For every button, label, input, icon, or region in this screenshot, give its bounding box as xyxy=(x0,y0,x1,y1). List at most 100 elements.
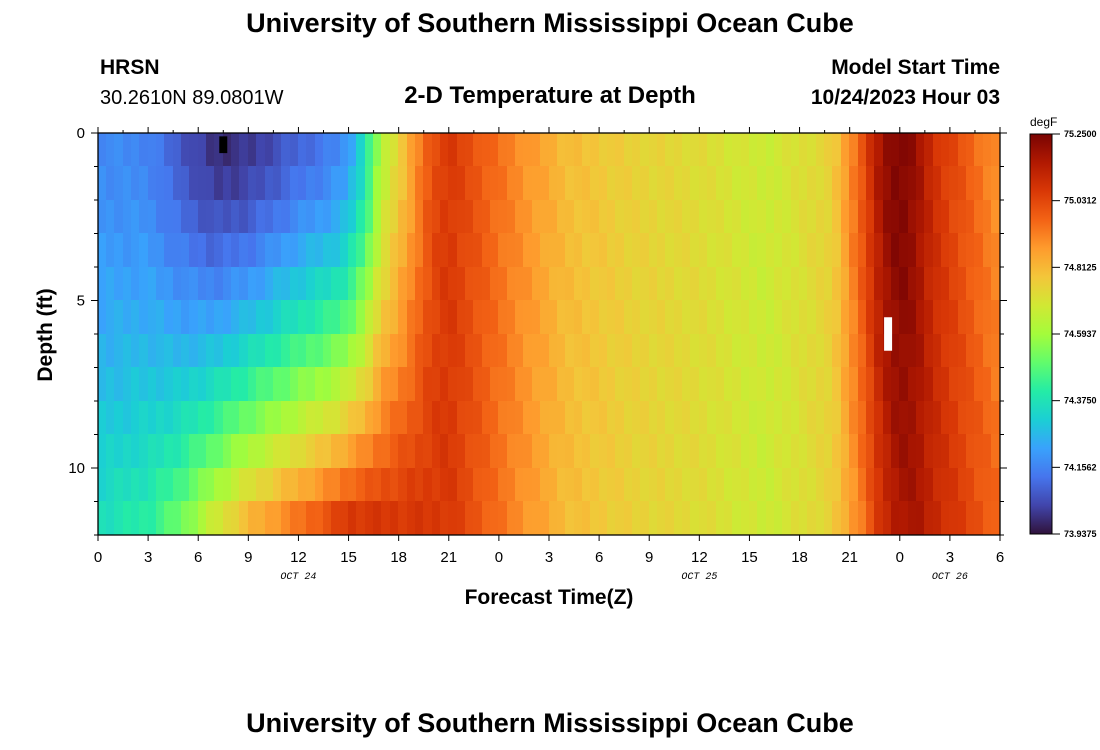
heatmap-cell xyxy=(858,233,868,268)
heatmap-cell xyxy=(507,367,517,402)
heatmap-cell xyxy=(883,401,893,436)
heatmap-cell xyxy=(557,334,567,369)
heatmap-cell xyxy=(582,166,592,201)
heatmap-cell xyxy=(649,200,659,235)
heatmap-cell xyxy=(807,133,818,168)
heatmap-cell xyxy=(690,166,701,201)
heatmap-cell xyxy=(716,233,726,268)
heatmap-cell xyxy=(139,468,150,503)
heatmap-cell xyxy=(164,468,175,503)
heatmap-cell xyxy=(941,267,951,302)
heatmap-cell xyxy=(724,267,734,302)
heatmap-cell xyxy=(766,501,776,536)
heatmap-cell xyxy=(465,367,475,402)
heatmap-cell xyxy=(290,267,300,302)
heatmap-cell xyxy=(849,501,860,536)
heatmap-cell xyxy=(766,200,776,235)
heatmap-cell xyxy=(791,200,801,235)
heatmap-cell xyxy=(557,468,567,503)
heatmap-cell xyxy=(298,166,308,201)
heatmap-cell xyxy=(214,468,225,503)
heatmap-cell xyxy=(841,334,851,369)
heatmap-cell xyxy=(682,267,692,302)
heatmap-cell xyxy=(657,434,667,469)
heatmap-cell xyxy=(757,334,768,369)
heatmap-cell xyxy=(749,133,759,168)
heatmap-cell xyxy=(916,468,926,503)
heatmap-cell xyxy=(749,468,759,503)
heatmap-cell xyxy=(966,334,976,369)
heatmap-cell xyxy=(532,133,542,168)
heatmap-cell xyxy=(365,367,375,402)
heatmap-cell xyxy=(448,133,459,168)
heatmap-cell xyxy=(315,300,325,335)
heatmap-cell xyxy=(849,434,860,469)
heatmap-cell xyxy=(181,233,191,268)
heatmap-cell xyxy=(841,166,851,201)
heatmap-cell xyxy=(315,334,325,369)
heatmap-cell xyxy=(632,267,642,302)
heatmap-cell xyxy=(189,233,200,268)
heatmap-cell xyxy=(624,133,634,168)
heatmap-cell xyxy=(223,434,233,469)
heatmap-cell xyxy=(549,200,559,235)
heatmap-cell xyxy=(841,300,851,335)
heatmap-cell xyxy=(899,401,910,436)
heatmap-cell xyxy=(315,166,325,201)
heatmap-cell xyxy=(757,401,768,436)
heatmap-cell xyxy=(574,300,584,335)
heatmap-cell xyxy=(582,133,592,168)
page-title: University of Southern Mississippi Ocean… xyxy=(246,8,854,38)
heatmap-cell xyxy=(440,501,450,536)
heatmap-cell xyxy=(624,267,634,302)
heatmap-cell xyxy=(106,401,116,436)
heatmap-cell xyxy=(331,133,342,168)
heatmap-cell xyxy=(891,468,901,503)
heatmap-cell xyxy=(933,334,943,369)
heatmap-cell xyxy=(841,401,851,436)
heatmap-cell xyxy=(824,367,834,402)
heatmap-cell xyxy=(214,200,225,235)
heatmap-cell xyxy=(615,267,626,302)
heatmap-cell xyxy=(181,267,191,302)
heatmap-cell xyxy=(239,133,250,168)
heatmap-cell xyxy=(181,468,191,503)
heatmap-cell xyxy=(356,133,367,168)
heatmap-cell xyxy=(690,233,701,268)
heatmap-cell xyxy=(632,434,642,469)
heatmap-cell xyxy=(615,334,626,369)
heatmap-cell xyxy=(139,334,150,369)
heatmap-cell xyxy=(582,468,592,503)
heatmap-cell xyxy=(131,434,141,469)
heatmap-cell xyxy=(340,200,350,235)
heatmap-cell xyxy=(381,434,392,469)
heatmap-cell xyxy=(590,233,601,268)
heatmap-cell xyxy=(515,501,525,536)
heatmap-cell xyxy=(682,233,692,268)
heatmap-cell xyxy=(574,267,584,302)
heatmap-cell xyxy=(515,200,525,235)
heatmap-cell xyxy=(256,401,267,436)
heatmap-cell xyxy=(473,233,484,268)
heatmap-cell xyxy=(156,166,166,201)
heatmap-cell xyxy=(448,367,459,402)
heatmap-cell xyxy=(490,367,500,402)
heatmap-cell xyxy=(381,267,392,302)
heatmap-cell xyxy=(356,166,367,201)
heatmap-cell xyxy=(615,166,626,201)
heatmap-cell xyxy=(632,133,642,168)
heatmap-cell xyxy=(457,401,467,436)
heatmap-cell xyxy=(933,133,943,168)
heatmap-cell xyxy=(949,233,960,268)
heatmap-cell xyxy=(298,267,308,302)
heatmap-cell xyxy=(824,468,834,503)
heatmap-cell xyxy=(139,133,150,168)
heatmap-cell xyxy=(607,367,617,402)
heatmap-cell xyxy=(164,434,175,469)
heatmap-cell xyxy=(699,200,709,235)
heatmap-cell xyxy=(807,200,818,235)
heatmap-cell xyxy=(223,133,233,168)
heatmap-cell xyxy=(816,468,826,503)
heatmap-cell xyxy=(281,200,292,235)
heatmap-cell xyxy=(498,434,509,469)
